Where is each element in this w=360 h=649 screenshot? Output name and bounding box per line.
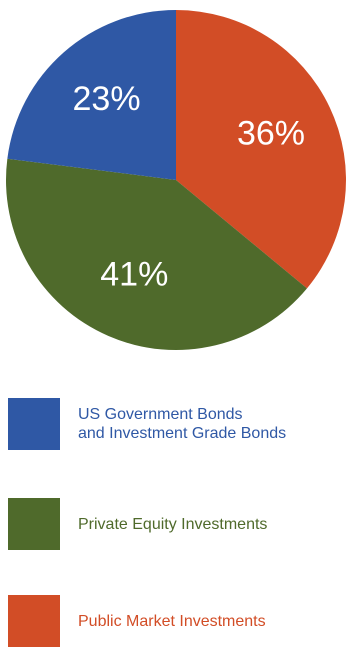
pie-chart-svg: 36% 41% 23% [6,10,347,350]
pie-slice-label-2: 23% [73,80,141,118]
legend-swatch-green [8,498,60,550]
legend-item-us-government-bonds: US Government Bonds and Investment Grade… [8,396,360,452]
legend-item-public-market: Public Market Investments [8,593,360,649]
pie-slice-label-0: 36% [237,114,305,152]
pie-slice-1 [6,158,307,350]
legend-swatch-blue [8,398,60,450]
legend-swatch-orange [8,595,60,647]
legend-item-private-equity: Private Equity Investments [8,496,360,552]
pie-slice-2 [7,10,177,180]
pie-chart: 36% 41% 23% [6,10,347,350]
legend-label-public-market: Public Market Investments [78,612,266,630]
pie-slice-0 [176,10,347,289]
legend-label-us-government-bonds: US Government Bonds and Investment Grade… [78,406,287,442]
legend-label-private-equity: Private Equity Investments [78,515,268,533]
pie-slice-label-1: 41% [100,255,168,293]
